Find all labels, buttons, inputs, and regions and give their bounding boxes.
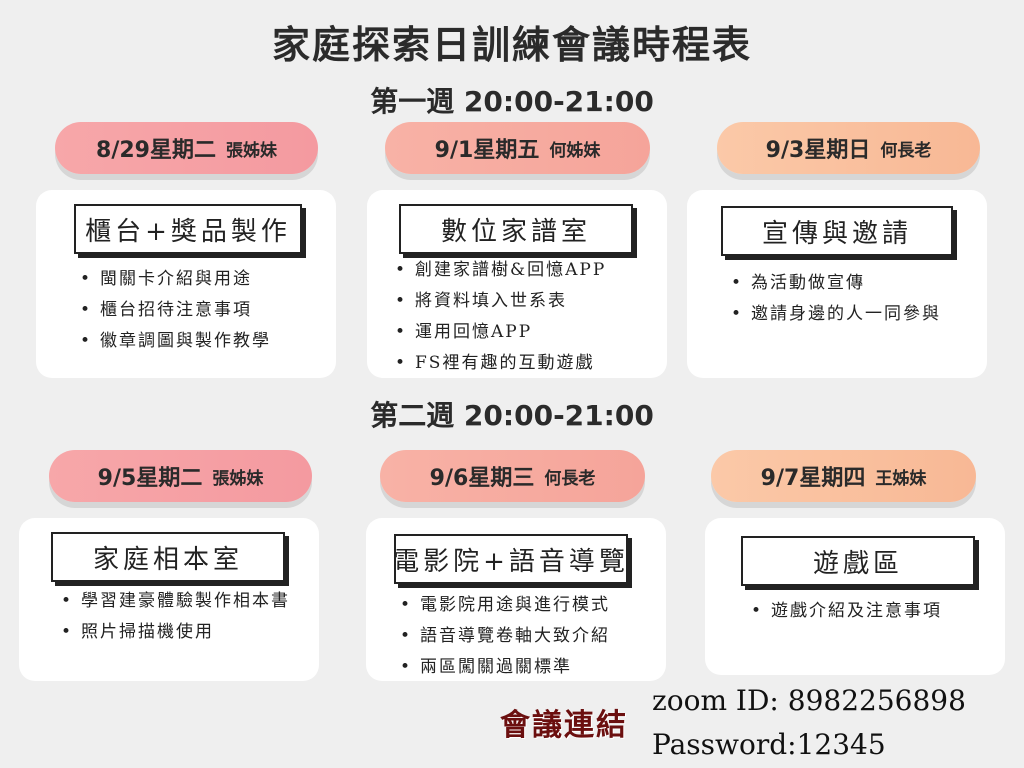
list-item: 電影院用途與進行模式 bbox=[398, 590, 662, 621]
list-item: 閩關卡介紹與用途 bbox=[78, 264, 328, 295]
session-card: 電影院+語音導覽 電影院用途與進行模式 語音導覽卷軸大致介紹 兩區闖關過關標準 bbox=[366, 518, 666, 683]
session-items: 閩關卡介紹與用途 櫃台招待注意事項 徽章調圖與製作教學 bbox=[78, 264, 328, 357]
session-topic: 宣傳與邀請 bbox=[721, 206, 953, 256]
session-host: 何長老 bbox=[880, 140, 932, 161]
session-items: 為活動做宣傳 邀請身邊的人一同參與 bbox=[729, 268, 969, 330]
list-item: 語音導覽卷軸大致介紹 bbox=[398, 621, 662, 652]
session-topic: 櫃台+獎品製作 bbox=[74, 204, 302, 254]
week-1-heading: 第一週 20:00-21:00 bbox=[370, 85, 654, 118]
list-item: 櫃台招待注意事項 bbox=[78, 295, 328, 326]
meeting-link-label: 會議連結 bbox=[500, 708, 628, 743]
session-date: 9/5星期二 bbox=[97, 466, 203, 491]
session-topic: 遊戲區 bbox=[741, 536, 975, 586]
list-item: 遊戲介紹及注意事項 bbox=[749, 596, 999, 627]
session-date-pill: 8/29星期二 張姊妹 bbox=[55, 122, 318, 174]
session-date-pill: 9/5星期二 張姊妹 bbox=[49, 450, 312, 502]
session-date: 9/7星期四 bbox=[760, 466, 866, 491]
list-item: 學習建豪體驗製作相本書 bbox=[59, 586, 311, 617]
page-title: 家庭探索日訓練會議時程表 bbox=[271, 23, 752, 67]
session-date-pill: 9/1星期五 何姊妹 bbox=[385, 122, 650, 174]
session-card: 櫃台+獎品製作 閩關卡介紹與用途 櫃台招待注意事項 徽章調圖與製作教學 bbox=[36, 190, 336, 378]
list-item: 運用回憶APP bbox=[393, 317, 665, 348]
session-items: 學習建豪體驗製作相本書 照片掃描機使用 bbox=[59, 586, 311, 648]
session-card: 宣傳與邀請 為活動做宣傳 邀請身邊的人一同參與 bbox=[687, 190, 987, 378]
list-item: 將資料填入世系表 bbox=[393, 286, 665, 317]
zoom-password: Password:12345 bbox=[652, 728, 886, 761]
session-topic: 家庭相本室 bbox=[51, 532, 285, 582]
session-card: 遊戲區 遊戲介紹及注意事項 bbox=[705, 518, 1005, 675]
week-2-heading: 第二週 20:00-21:00 bbox=[370, 399, 654, 432]
session-host: 王姊妹 bbox=[875, 468, 927, 489]
session-topic: 電影院+語音導覽 bbox=[393, 534, 628, 584]
session-date: 9/6星期三 bbox=[429, 466, 535, 491]
session-host: 何長老 bbox=[544, 468, 596, 489]
list-item: FS裡有趣的互動遊戲 bbox=[393, 348, 665, 379]
session-host: 張姊妹 bbox=[225, 140, 277, 161]
list-item: 邀請身邊的人一同參與 bbox=[729, 299, 969, 330]
list-item: 創建家譜樹&回憶APP bbox=[393, 255, 665, 286]
session-card: 家庭相本室 學習建豪體驗製作相本書 照片掃描機使用 bbox=[19, 518, 319, 681]
zoom-id: zoom ID: 8982256898 bbox=[652, 684, 966, 717]
session-date-pill: 9/3星期日 何長老 bbox=[717, 122, 980, 174]
session-date: 8/29星期二 bbox=[96, 138, 216, 163]
session-host: 張姊妹 bbox=[212, 468, 264, 489]
session-items: 創建家譜樹&回憶APP 將資料填入世系表 運用回憶APP FS裡有趣的互動遊戲 bbox=[393, 255, 665, 379]
list-item: 徽章調圖與製作教學 bbox=[78, 326, 328, 357]
session-card: 數位家譜室 創建家譜樹&回憶APP 將資料填入世系表 運用回憶APP FS裡有趣… bbox=[367, 190, 667, 379]
session-items: 電影院用途與進行模式 語音導覽卷軸大致介紹 兩區闖關過關標準 bbox=[398, 590, 662, 683]
session-date: 9/1星期五 bbox=[434, 138, 540, 163]
list-item: 兩區闖關過關標準 bbox=[398, 652, 662, 683]
session-date-pill: 9/6星期三 何長老 bbox=[380, 450, 645, 502]
list-item: 照片掃描機使用 bbox=[59, 617, 311, 648]
session-items: 遊戲介紹及注意事項 bbox=[749, 596, 999, 627]
list-item: 為活動做宣傳 bbox=[729, 268, 969, 299]
session-date-pill: 9/7星期四 王姊妹 bbox=[711, 450, 976, 502]
session-topic: 數位家譜室 bbox=[399, 204, 633, 254]
session-date: 9/3星期日 bbox=[765, 138, 871, 163]
session-host: 何姊妹 bbox=[549, 140, 601, 161]
